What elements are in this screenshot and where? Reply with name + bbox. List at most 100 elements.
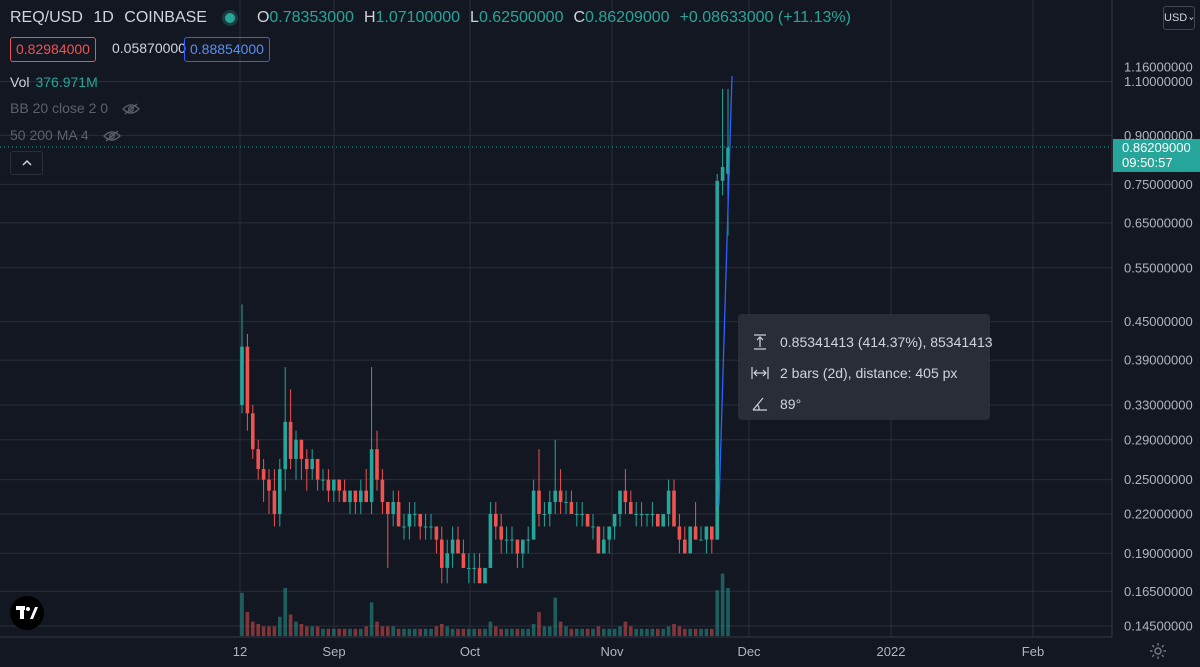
collapse-indicators-button[interactable]	[10, 151, 43, 175]
candle-body	[245, 346, 250, 414]
currency-select[interactable]: USD	[1163, 6, 1195, 30]
price-tick-label: 0.75000000	[1124, 177, 1193, 192]
eye-hidden-icon[interactable]	[102, 130, 121, 142]
open-value: 0.78353000	[269, 9, 354, 26]
price-tick-label: 0.55000000	[1124, 260, 1193, 275]
volume-bar	[294, 621, 298, 636]
chevron-up-icon	[21, 159, 32, 166]
candle-body	[596, 526, 601, 554]
volume-bar	[618, 626, 622, 636]
candle-body	[510, 539, 514, 541]
candle-body	[477, 567, 482, 584]
volume-bar	[575, 628, 579, 636]
volume-bar	[483, 628, 487, 636]
candle-body	[450, 539, 455, 554]
volume-bar	[429, 628, 433, 636]
price-tick-label: 0.65000000	[1124, 215, 1193, 230]
volume-bar	[683, 628, 687, 636]
price-tick-label: 0.29000000	[1124, 432, 1193, 447]
candle-body	[656, 513, 660, 527]
candle-body	[683, 539, 687, 554]
volume-bar	[688, 628, 692, 636]
tradingview-logo-icon	[16, 606, 38, 619]
volume-bar	[407, 628, 412, 636]
volume-bar	[251, 621, 255, 636]
candle-body	[407, 513, 412, 527]
volume-bar	[677, 626, 682, 636]
price-tick-label: 0.39000000	[1124, 353, 1193, 368]
candle-body	[337, 479, 341, 491]
volume-bar	[650, 628, 655, 636]
candle-body	[299, 439, 304, 459]
chevron-down-icon	[1189, 16, 1194, 20]
settings-gear-icon[interactable]	[1149, 642, 1167, 660]
volume-bar	[440, 624, 444, 636]
time-tick-label: Dec	[737, 644, 761, 659]
current-price-label: 0.86209000	[1122, 140, 1191, 155]
close-label: C	[573, 9, 586, 26]
volume-bar	[580, 628, 584, 636]
candle-body	[283, 421, 287, 470]
volume-indicator[interactable]: Vol 376.971M	[10, 74, 98, 90]
time-tick-label: 2022	[877, 644, 906, 659]
exchange-label: COINBASE	[124, 9, 207, 26]
candle-body	[440, 539, 444, 568]
high-label: H	[363, 9, 376, 26]
candle-body	[629, 502, 633, 514]
candle-body	[418, 513, 422, 527]
tradingview-logo[interactable]	[10, 596, 44, 630]
measure-tooltip: 0.85341413 (414.37%), 85341413 2 bars (2…	[738, 314, 993, 420]
candle-body	[267, 479, 271, 491]
volume-bar	[693, 628, 698, 636]
market-status-icon	[224, 13, 235, 23]
candle-body	[472, 567, 476, 569]
volume-bar	[467, 628, 471, 636]
candle-body	[342, 490, 347, 503]
sell-price-box[interactable]: 0.82984000	[10, 37, 96, 62]
candle-body	[715, 180, 719, 540]
volume-bar	[602, 628, 606, 636]
bollinger-indicator[interactable]: BB 20 close 2 0	[10, 100, 140, 116]
candle-body	[634, 513, 638, 515]
volume-bar	[461, 628, 466, 636]
volume-bar	[386, 626, 390, 636]
buy-price-box[interactable]: 0.88854000	[184, 37, 270, 62]
volume-bar	[418, 628, 422, 636]
volume-bar	[364, 626, 368, 636]
price-tick-label: 0.33000000	[1124, 398, 1193, 413]
volume-bar	[623, 621, 628, 636]
volume-bar	[434, 626, 439, 636]
time-tick-label: Oct	[460, 644, 481, 659]
volume-bar	[245, 612, 250, 636]
volume-bar	[661, 628, 665, 636]
eye-hidden-icon[interactable]	[122, 103, 140, 115]
candle-body	[375, 449, 379, 480]
volume-bar	[256, 624, 260, 636]
candle-body	[261, 469, 266, 480]
candle-body	[256, 449, 260, 470]
candlesticks	[240, 88, 730, 584]
volume-bar	[585, 628, 590, 636]
candle-body	[359, 490, 363, 503]
ma-indicator[interactable]: 50 200 MA 4	[10, 127, 121, 143]
candle-body	[726, 147, 730, 174]
volume-bar	[521, 628, 525, 636]
candle-body	[623, 490, 628, 503]
candle-body	[467, 567, 471, 569]
price-tick-label: 0.25000000	[1124, 472, 1193, 487]
candle-body	[580, 513, 584, 515]
volume-bar	[596, 626, 601, 636]
candle-body	[553, 490, 557, 503]
candle-body	[326, 479, 331, 491]
time-tick-label: Sep	[322, 644, 345, 659]
symbol-info[interactable]: REQ/USD 1D COINBASE	[10, 9, 207, 27]
candle-body	[402, 526, 406, 528]
candle-body	[391, 502, 395, 514]
candle-body	[666, 490, 671, 514]
volume-bar	[699, 628, 703, 636]
candle-body	[413, 513, 417, 515]
high-value: 1.07100000	[375, 9, 461, 26]
volume-bar	[558, 621, 563, 636]
